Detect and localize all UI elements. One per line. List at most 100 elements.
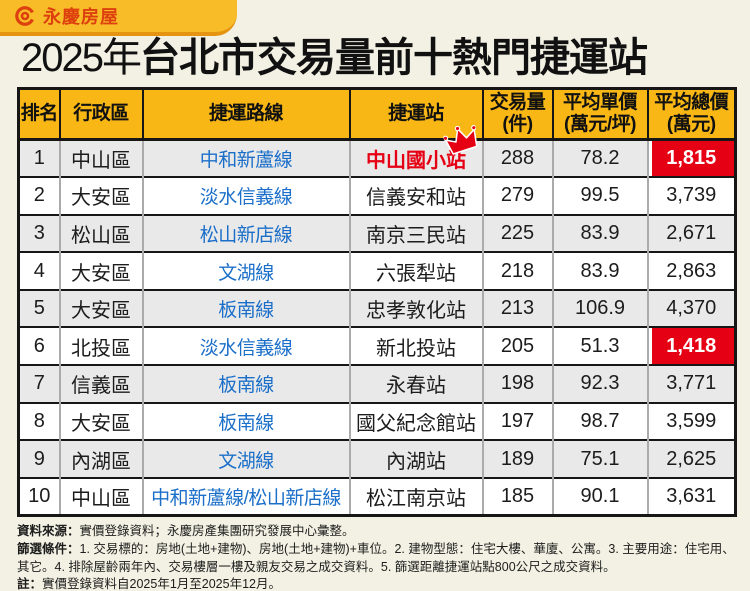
line-cell: 松山新店線 [141, 213, 350, 253]
station-cell: 松江南京站 [348, 476, 483, 516]
station-cell: 新北投站 [348, 326, 483, 366]
total-price-cell: 4,370 [646, 288, 736, 328]
line-cell: 板南線 [141, 288, 350, 328]
period-label: 註： [17, 577, 43, 591]
line-cell: 中和新蘆線 [141, 139, 350, 178]
yungching-logo-icon [15, 6, 35, 26]
data-source-label: 資料來源： [17, 524, 80, 538]
line-cell: 板南線 [141, 364, 350, 403]
unit-price-cell: 98.7 [551, 401, 648, 441]
station-cell: 國父紀念館站 [348, 401, 483, 441]
district-cell: 北投區 [58, 326, 143, 366]
district-cell: 信義區 [58, 364, 143, 403]
unit-price-cell: 106.9 [551, 288, 648, 328]
table-row: 6 北投區 淡水信義線 新北投站 205 51.3 1,418 [18, 326, 736, 366]
rank-cell: 1 [18, 139, 60, 178]
district-cell: 中山區 [58, 476, 143, 516]
page-title: 2025年台北市交易量前十熱門捷運站 [21, 36, 648, 80]
title-year: 2025年 [21, 36, 142, 80]
table-row: 9 內湖區 文湖線 內湖站 189 75.1 2,625 [18, 439, 736, 478]
unit-price-cell: 99.5 [551, 176, 648, 215]
volume-cell: 218 [481, 251, 553, 290]
volume-cell: 279 [481, 176, 553, 215]
period-text: 實價登錄資料自2025年1月至2025年12月。 [42, 577, 281, 591]
district-cell: 大安區 [58, 401, 143, 441]
station-cell: 忠孝敦化站 [348, 288, 483, 328]
unit-price-cell: 75.1 [551, 439, 648, 478]
total-price-cell: 1,418 [646, 326, 736, 366]
col-header-total-price: 平均總價 (萬元) [646, 88, 736, 141]
total-price-cell: 1,815 [646, 139, 736, 178]
station-cell: 信義安和站 [348, 176, 483, 215]
district-cell: 中山區 [58, 139, 143, 178]
district-cell: 大安區 [58, 176, 143, 215]
rank-cell: 3 [18, 213, 60, 253]
rank-cell: 6 [18, 326, 60, 366]
line-cell: 中和新蘆線/松山新店線 [141, 476, 350, 516]
total-price-cell: 3,739 [646, 176, 736, 215]
mrt-ranking-table: 排名 行政區 捷運路線 捷運站 交易量 (件) 平均單價 (萬元/坪) 平均總價 (萬… [17, 87, 737, 517]
volume-cell: 225 [481, 213, 553, 253]
table-row: 2 大安區 淡水信義線 信義安和站 279 99.5 3,739 [18, 176, 736, 215]
line-cell: 淡水信義線 [141, 176, 350, 215]
criteria-label: 篩選條件： [17, 541, 80, 556]
volume-cell: 185 [481, 476, 553, 516]
line-cell: 文湖線 [141, 439, 350, 478]
brand-name: 永慶房屋 [43, 7, 119, 27]
period-note: 註：實價登錄資料自2025年1月至2025年12月。 [17, 576, 735, 591]
unit-price-cell: 78.2 [551, 139, 648, 178]
station-cell: 內湖站 [348, 439, 483, 478]
unit-price-cell: 83.9 [551, 251, 648, 290]
col-header-rank: 排名 [18, 88, 60, 141]
unit-price-cell: 92.3 [551, 364, 648, 403]
total-price-cell: 2,863 [646, 251, 736, 290]
station-cell: 永春站 [348, 364, 483, 403]
rank-cell: 10 [18, 476, 60, 516]
rank-cell: 2 [18, 176, 60, 215]
line-cell: 淡水信義線 [141, 326, 350, 366]
station-cell: 南京三民站 [348, 213, 483, 253]
col-header-line: 捷運路線 [141, 88, 350, 141]
total-price-cell: 2,671 [646, 213, 736, 253]
volume-cell: 213 [481, 288, 553, 328]
table-row: 7 信義區 板南線 永春站 198 92.3 3,771 [18, 364, 736, 403]
line-cell: 文湖線 [141, 251, 350, 290]
table-row: 1 中山區 中和新蘆線 中山國小站 288 78.2 1,815 [18, 139, 736, 178]
table-row: 3 松山區 松山新店線 南京三民站 225 83.9 2,671 [18, 213, 736, 253]
criteria-text: 1. 交易標的：房地(土地+建物)、房地(土地+建物)+車位。2. 建物型態：住… [17, 541, 735, 574]
unit-price-cell: 51.3 [551, 326, 648, 366]
volume-cell: 288 [481, 139, 553, 178]
district-cell: 大安區 [58, 288, 143, 328]
crown-icon [441, 120, 483, 159]
title-main: 台北市交易量前十熱門捷運站 [139, 36, 648, 80]
rank-cell: 9 [18, 439, 60, 478]
rank-cell: 7 [18, 364, 60, 403]
col-header-unit-price: 平均單價 (萬元/坪) [551, 88, 648, 141]
volume-cell: 197 [481, 401, 553, 441]
rank-cell: 4 [18, 251, 60, 290]
unit-price-cell: 83.9 [551, 213, 648, 253]
rank-cell: 5 [18, 288, 60, 328]
table-row: 4 大安區 文湖線 六張犁站 218 83.9 2,863 [18, 251, 736, 290]
total-price-cell: 3,631 [646, 476, 736, 516]
table-row: 5 大安區 板南線 忠孝敦化站 213 106.9 4,370 [18, 288, 736, 328]
total-price-cell: 3,771 [646, 364, 736, 403]
district-cell: 內湖區 [58, 439, 143, 478]
district-cell: 大安區 [58, 251, 143, 290]
brand-banner: 永慶房屋 [0, 0, 237, 36]
line-cell: 板南線 [141, 401, 350, 441]
data-source-text: 實價登錄資料；永慶房產集團研究發展中心彙整。 [79, 524, 355, 538]
total-price-cell: 2,625 [646, 439, 736, 478]
volume-cell: 205 [481, 326, 553, 366]
criteria-note: 篩選條件：1. 交易標的：房地(土地+建物)、房地(土地+建物)+車位。2. 建… [17, 541, 735, 577]
volume-cell: 189 [481, 439, 553, 478]
table-row: 8 大安區 板南線 國父紀念館站 197 98.7 3,599 [18, 401, 736, 441]
col-header-volume: 交易量 (件) [481, 88, 553, 141]
table-row: 10 中山區 中和新蘆線/松山新店線 松江南京站 185 90.1 3,631 [18, 476, 736, 516]
table-header-row: 排名 行政區 捷運路線 捷運站 交易量 (件) 平均單價 (萬元/坪) 平均總價 (萬… [18, 88, 736, 141]
district-cell: 松山區 [58, 213, 143, 253]
total-price-cell: 3,599 [646, 401, 736, 441]
rank-cell: 8 [18, 401, 60, 441]
footer-notes: 資料來源：實價登錄資料；永慶房產集團研究發展中心彙整。 篩選條件：1. 交易標的… [17, 523, 735, 591]
